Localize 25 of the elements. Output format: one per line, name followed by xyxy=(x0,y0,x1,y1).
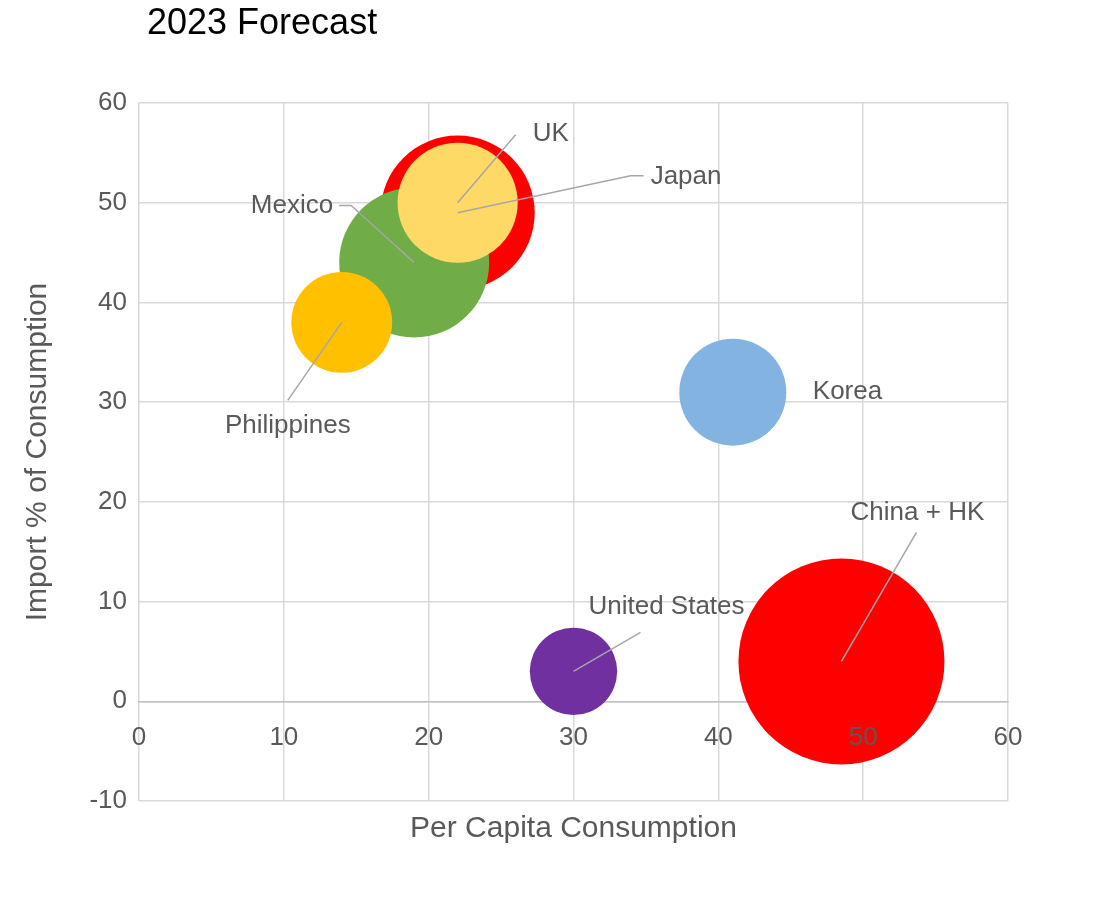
y-tick-label: 30 xyxy=(98,385,127,416)
series-label: Korea xyxy=(812,375,883,406)
y-tick-label: 40 xyxy=(98,285,127,316)
x-tick-label: 40 xyxy=(703,721,733,752)
y-tick-label: 60 xyxy=(98,86,127,117)
y-tick-label: 0 xyxy=(112,684,127,715)
series-label: Mexico xyxy=(250,188,334,219)
y-tick-label: -10 xyxy=(89,784,127,815)
series-label: Philippines xyxy=(224,408,351,439)
y-tick-label: 20 xyxy=(98,485,127,516)
y-tick-label: 10 xyxy=(98,584,127,615)
y-axis-title: Import % of Consumption xyxy=(19,282,53,622)
text: Japan xyxy=(650,159,722,190)
x-tick-label: 20 xyxy=(414,721,444,752)
x-axis-title: Per Capita Consumption xyxy=(410,810,737,844)
series-label: United States xyxy=(588,589,745,620)
chart-title: 2023 Forecast xyxy=(147,0,378,42)
y-tick-label: 50 xyxy=(98,185,127,216)
series-label: UK xyxy=(532,116,570,147)
x-tick-label: 50 xyxy=(848,721,878,752)
series-label: China + HK xyxy=(850,495,985,526)
x-tick-label: 30 xyxy=(559,721,588,752)
x-tick-label: 60 xyxy=(993,721,1023,752)
x-tick-label: 0 xyxy=(131,721,147,752)
x-tick-label: 10 xyxy=(269,721,299,752)
